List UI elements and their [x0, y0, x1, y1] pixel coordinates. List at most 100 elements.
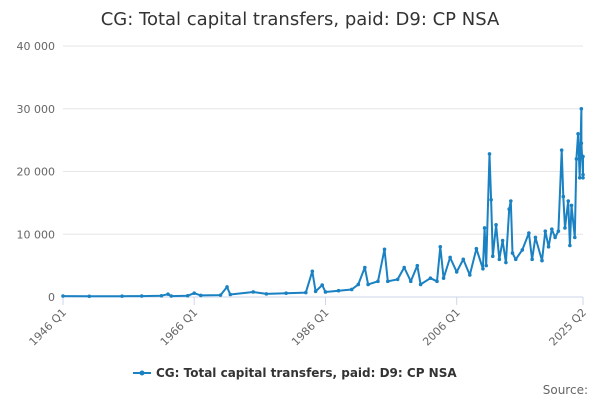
data-point[interactable] [139, 294, 144, 298]
data-point[interactable] [474, 246, 479, 251]
data-point[interactable] [556, 229, 561, 233]
x-tick-label: 2025 Q2 [547, 306, 590, 349]
data-point[interactable] [482, 226, 487, 230]
data-point[interactable] [284, 291, 288, 296]
data-point[interactable] [533, 235, 538, 240]
data-point[interactable] [448, 255, 452, 260]
data-point[interactable] [61, 294, 65, 298]
data-point[interactable] [553, 235, 557, 240]
data-point[interactable] [366, 282, 370, 287]
y-tick-label: 0 [48, 291, 55, 304]
data-point[interactable] [559, 148, 564, 152]
y-tick-label: 20 000 [17, 166, 56, 179]
data-point[interactable] [320, 283, 324, 287]
data-point[interactable] [120, 294, 124, 298]
data-point[interactable] [581, 172, 585, 177]
data-point[interactable] [218, 293, 223, 297]
data-point[interactable] [527, 231, 531, 235]
data-point[interactable] [376, 279, 380, 284]
data-point[interactable] [540, 258, 544, 263]
y-tick-label: 10 000 [17, 228, 56, 241]
data-point[interactable] [530, 257, 534, 262]
y-axis-ticks: 0 10 000 20 000 30 000 40 000 [17, 40, 56, 304]
data-point[interactable] [579, 106, 584, 111]
data-point[interactable] [500, 238, 505, 243]
y-tick-label: 40 000 [17, 40, 56, 53]
data-point[interactable] [323, 290, 328, 294]
legend-marker [139, 370, 145, 376]
data-point[interactable] [579, 141, 584, 146]
data-point[interactable] [484, 263, 489, 268]
data-point[interactable] [566, 199, 571, 203]
y-tick-label: 30 000 [17, 103, 56, 116]
data-point[interactable] [408, 279, 413, 284]
source-label: Source: [543, 383, 588, 397]
data-point[interactable] [494, 223, 498, 227]
data-point[interactable] [572, 235, 577, 240]
data-point[interactable] [468, 273, 472, 277]
data-point[interactable] [550, 227, 554, 232]
data-point[interactable] [509, 199, 513, 203]
x-tick-label: 1986 Q1 [289, 306, 332, 349]
data-point[interactable] [454, 270, 459, 274]
data-point[interactable] [461, 257, 466, 262]
data-point[interactable] [356, 282, 361, 287]
data-point[interactable] [577, 175, 582, 180]
data-point[interactable] [225, 285, 229, 289]
data-point[interactable] [251, 290, 256, 294]
data-point[interactable] [520, 248, 525, 252]
data-point[interactable] [510, 251, 515, 255]
x-axis-ticks: 1946 Q1 1966 Q1 1986 Q1 2006 Q1 2025 Q2 [27, 297, 590, 349]
data-point[interactable] [87, 294, 92, 299]
series-line [62, 107, 584, 298]
data-point[interactable] [497, 257, 502, 262]
data-point[interactable] [185, 293, 190, 298]
data-point[interactable] [395, 277, 400, 282]
data-point[interactable] [228, 292, 233, 297]
data-point[interactable] [438, 245, 443, 249]
data-point[interactable] [569, 203, 574, 208]
data-point[interactable] [310, 269, 315, 274]
data-point[interactable] [336, 288, 341, 293]
data-point[interactable] [382, 247, 387, 252]
x-tick-label: 1946 Q1 [27, 306, 70, 349]
data-point[interactable] [303, 290, 308, 295]
data-point[interactable] [264, 292, 269, 296]
data-point[interactable] [513, 257, 518, 262]
data-point[interactable] [428, 276, 433, 280]
chart-title: CG: Total capital transfers, paid: D9: C… [101, 9, 500, 30]
data-point[interactable] [581, 154, 585, 159]
data-point[interactable] [504, 260, 508, 265]
data-point[interactable] [487, 152, 492, 156]
data-point[interactable] [563, 226, 567, 230]
data-point[interactable] [402, 265, 406, 270]
legend-label: CG: Total capital transfers, paid: D9: C… [156, 366, 457, 380]
data-point[interactable] [349, 287, 354, 292]
data-point[interactable] [546, 245, 551, 249]
series-layer [61, 106, 585, 299]
data-point[interactable] [490, 254, 495, 259]
data-point[interactable] [481, 266, 485, 271]
data-point[interactable] [435, 279, 439, 284]
data-point[interactable] [441, 276, 446, 280]
data-point[interactable] [159, 293, 164, 298]
data-point[interactable] [561, 194, 566, 199]
legend-item[interactable]: CG: Total capital transfers, paid: D9: C… [133, 366, 457, 380]
data-point[interactable] [385, 279, 390, 284]
data-point[interactable] [169, 294, 174, 298]
data-point[interactable] [507, 207, 511, 211]
data-point[interactable] [415, 263, 420, 268]
data-point[interactable] [574, 157, 579, 161]
data-point[interactable] [489, 197, 493, 202]
data-point[interactable] [363, 265, 367, 270]
data-point[interactable] [576, 132, 580, 136]
data-point[interactable] [192, 291, 197, 296]
data-point[interactable] [543, 229, 548, 233]
data-point[interactable] [166, 292, 170, 296]
data-point[interactable] [581, 175, 585, 180]
data-point[interactable] [313, 289, 318, 294]
data-point[interactable] [418, 282, 423, 287]
data-point[interactable] [198, 293, 203, 298]
data-point[interactable] [568, 243, 572, 248]
